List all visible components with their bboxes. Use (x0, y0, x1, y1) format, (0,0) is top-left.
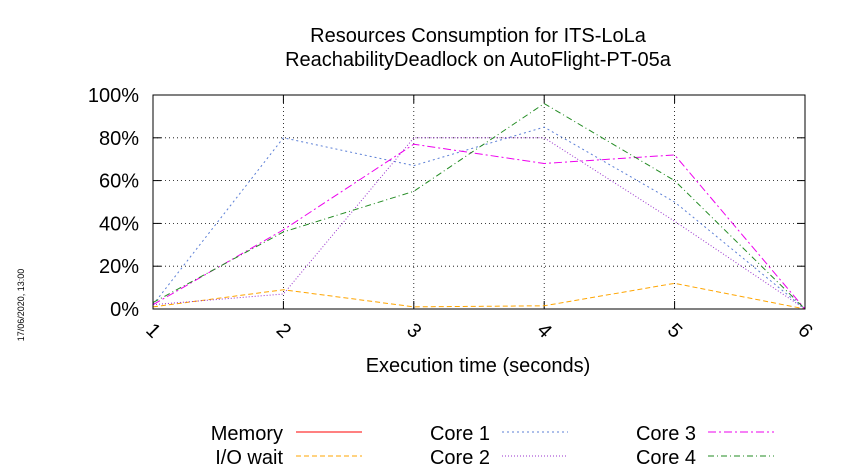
legend-label-core-1: Core 1 (430, 423, 490, 445)
y-axis-ticks: 0% 20% 40% 60% 80% 100% (88, 85, 805, 321)
y-tick-label: 60% (99, 171, 139, 193)
series-line-core-3 (152, 143, 806, 310)
x-tick-label: 3 (402, 319, 425, 342)
legend-label-memory: Memory (211, 423, 283, 445)
x-tick-label: 5 (663, 319, 686, 342)
series-line-core-4 (152, 102, 806, 310)
legend-label-core-2: Core 2 (430, 447, 490, 469)
y-tick-label: 40% (99, 213, 139, 235)
y-tick-label: 20% (99, 256, 139, 278)
x-tick-label: 1 (141, 319, 164, 342)
chart-title: Resources Consumption for ITS-LoLa Reach… (285, 25, 672, 71)
y-tick-label: 100% (88, 85, 139, 107)
x-tick-label: 2 (272, 319, 295, 342)
chart-title-line-1: Resources Consumption for ITS-LoLa (310, 25, 647, 47)
legend-label-core-4: Core 4 (636, 447, 696, 469)
series-line-i-o-wait (152, 282, 806, 310)
y-tick-label: 80% (99, 128, 139, 150)
x-axis-label: Execution time (seconds) (366, 355, 591, 377)
x-axis-ticks: 1 2 3 4 5 6 (141, 95, 817, 343)
legend-label-i-o-wait: I/O wait (215, 447, 283, 469)
timestamp: 17/06/2020, 13:00 (16, 269, 26, 342)
y-tick-label: 0% (110, 299, 139, 321)
series-lines (152, 102, 806, 310)
plot-frame (152, 94, 806, 310)
legend-label-core-3: Core 3 (636, 423, 696, 445)
chart-title-line-2: ReachabilityDeadlock on AutoFlight-PT-05… (285, 49, 672, 71)
grid-lines (153, 95, 805, 309)
series-line-core-2 (152, 137, 806, 310)
series-line-core-1 (152, 126, 806, 310)
x-tick-label: 6 (793, 319, 816, 342)
x-tick-label: 4 (532, 319, 555, 342)
